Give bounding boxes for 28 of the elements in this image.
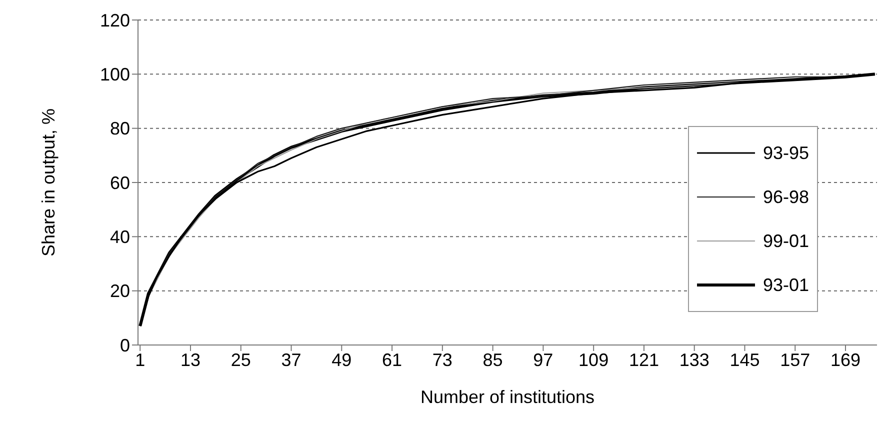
legend-label: 93-01 (763, 274, 810, 296)
x-tick-label: 61 (382, 350, 402, 370)
y-tick-label: 20 (110, 281, 130, 302)
x-tick-label: 85 (482, 350, 503, 370)
x-tick-label: 49 (332, 350, 352, 370)
x-tick-label: 145 (730, 350, 760, 370)
y-tick-label: 40 (110, 227, 130, 248)
x-tick-label: 121 (628, 350, 659, 370)
legend-label: 96-98 (763, 186, 810, 208)
x-tick-label: 37 (281, 350, 302, 370)
y-tick-label: 80 (110, 118, 130, 139)
x-tick-label: 109 (578, 350, 609, 370)
x-axis-title: Number of institutions (420, 387, 595, 407)
x-tick-label: 13 (180, 350, 200, 370)
y-tick-label: 0 (120, 335, 130, 356)
x-tick-label: 169 (830, 350, 861, 370)
y-tick-label: 60 (110, 172, 130, 193)
x-tick-label: 73 (432, 350, 452, 370)
x-tick-label: 133 (679, 350, 710, 370)
x-tick-label: 25 (230, 350, 251, 370)
legend-label: 99-01 (763, 230, 810, 252)
x-tick-label: 1 (135, 350, 146, 370)
legend-label: 93-95 (763, 142, 810, 164)
y-tick-label: 100 (100, 64, 130, 85)
y-tick-label: 120 (100, 10, 130, 30)
y-axis-title: Share in output, % (38, 108, 58, 257)
x-tick-label: 157 (780, 350, 810, 370)
x-tick-label: 97 (533, 350, 554, 370)
